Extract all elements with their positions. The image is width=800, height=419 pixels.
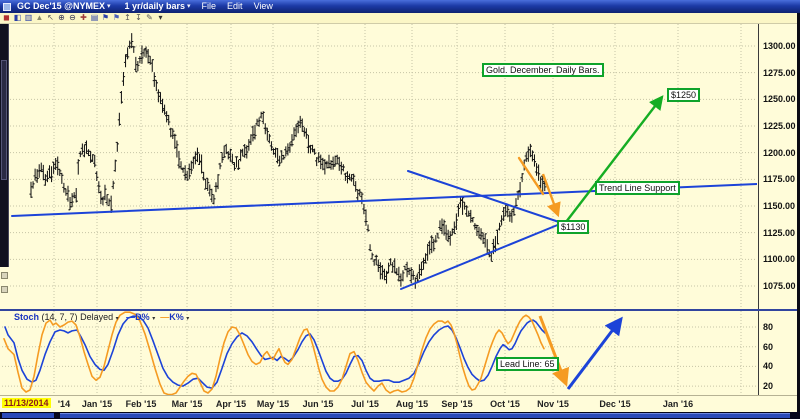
tool-dropdown-icon[interactable]: ▾ — [158, 13, 163, 22]
title-bar: GC Dec'15 @NYMEX ▾ 1 yr/daily bars ▾ Fil… — [0, 0, 800, 13]
bar-chart-icon[interactable]: ▥ — [24, 13, 33, 22]
d-line-legend[interactable]: D% — [135, 312, 150, 322]
stoch-axis-label: 80 — [763, 322, 774, 332]
price-chart-canvas — [10, 24, 757, 309]
collapse-icon[interactable]: ↧ — [135, 13, 142, 22]
triangle-support-line[interactable] — [400, 223, 561, 290]
price-axis-label: 1150.00 — [763, 201, 796, 211]
zoom-in-icon[interactable]: ⊕ — [58, 13, 65, 22]
stochastic-canvas — [2, 311, 757, 395]
k-line-legend[interactable]: K% — [169, 312, 184, 322]
window-right-border — [797, 13, 800, 412]
month-label: Nov '15 — [537, 399, 569, 409]
month-label: Jul '15 — [351, 399, 379, 409]
month-label: Aug '15 — [395, 399, 429, 409]
month-label: Oct '15 — [490, 399, 520, 409]
time-scrollbar[interactable] — [0, 412, 800, 419]
cursor-icon[interactable]: ↖ — [47, 13, 54, 22]
price-axis-label: 1250.00 — [763, 94, 796, 105]
lead-line-box[interactable]: Lead Line: 65 — [496, 357, 559, 371]
chart-type-icon[interactable]: ▤ — [90, 13, 99, 22]
stochastic-header: Stoch (14, 7, 7) Delayed ▾ —D% ▾ —K% ▾ — [14, 312, 189, 325]
price-scrollbar-thumb[interactable] — [1, 60, 7, 180]
month-label: Jun '15 — [302, 399, 334, 409]
window-icon[interactable]: ◧ — [13, 13, 22, 22]
month-label: Feb '15 — [125, 399, 157, 409]
price-target-box[interactable]: $1250 — [667, 88, 701, 102]
price-axis-label: 1075.00 — [763, 281, 796, 291]
main-price-chart[interactable]: Gold. December. Daily Bars. $1250 Trend … — [10, 24, 757, 309]
time-scrollbar-thumb[interactable] — [60, 413, 790, 418]
month-label: Dec '15 — [599, 399, 631, 409]
menu-edit[interactable]: Edit — [227, 1, 243, 11]
symbol-selector[interactable]: GC Dec'15 @NYMEX — [17, 1, 105, 11]
time-scrollbar-left-block[interactable] — [2, 413, 54, 418]
green-projection-arrow[interactable] — [565, 95, 664, 223]
breakdown-price-box[interactable]: $1130 — [557, 220, 590, 234]
price-axis-label: 1275.00 — [763, 67, 796, 78]
panel-separator[interactable] — [0, 309, 797, 311]
month-label: Sep '15 — [441, 399, 473, 409]
blue-up-projection-arrow[interactable] — [566, 316, 623, 390]
indicator-dropdown-icon[interactable]: ▾ — [115, 316, 119, 322]
price-axis-label: 1100.00 — [763, 254, 796, 265]
panel-collapse-button[interactable] — [1, 272, 8, 279]
indicator-mode: Delayed — [80, 312, 114, 322]
trendline-support-label[interactable]: Trend Line Support — [595, 181, 680, 195]
new-chart-icon[interactable]: ◼ — [3, 13, 10, 22]
symbol-dropdown-icon[interactable]: ▾ — [106, 3, 111, 10]
zoom-out-icon[interactable]: ⊖ — [69, 13, 76, 22]
price-axis-label: 1300.00 — [763, 41, 796, 51]
price-axis-label: 1125.00 — [763, 227, 796, 238]
d-line-swatch: — — [126, 312, 136, 322]
app-icon — [3, 2, 11, 11]
flag-end-icon[interactable]: ⚑ — [112, 13, 121, 22]
month-label: Apr '15 — [215, 399, 247, 409]
month-label: May '15 — [256, 399, 290, 409]
menu-file[interactable]: File — [201, 1, 217, 11]
stoch-axis-label: 40 — [763, 361, 774, 372]
price-axis-label: 1200.00 — [763, 147, 796, 158]
price-axis-label: 1175.00 — [763, 174, 796, 185]
k-line-dropdown-icon[interactable]: ▾ — [186, 316, 190, 322]
stoch-axis-label: 60 — [763, 341, 774, 352]
stoch-axis-label: 20 — [763, 381, 774, 392]
menu-view[interactable]: View — [253, 1, 273, 11]
panel-expand-button[interactable] — [1, 286, 8, 293]
flag-start-icon[interactable]: ⚑ — [101, 13, 110, 22]
orange-down-projection-arrow[interactable] — [538, 315, 570, 387]
orange-channel-line[interactable] — [517, 156, 545, 196]
cursor-date-badge[interactable]: 11/13/2014 — [2, 398, 51, 408]
price-axis: 1300.00 1275.00 1250.00 1225.00 1200.00 1175.… — [758, 24, 797, 309]
month-label: '14 — [57, 399, 71, 409]
price-axis-label: 1225.00 — [763, 121, 796, 131]
stochastic-axis: 80 60 40 20 — [758, 311, 797, 395]
crosshair-icon[interactable]: ✚ — [80, 13, 87, 22]
indicator-params: (14, 7, 7) — [41, 312, 78, 322]
timeframe-selector[interactable]: 1 yr/daily bars — [124, 1, 186, 11]
month-label: Jan '15 — [81, 399, 113, 409]
expand-icon[interactable]: ↥ — [124, 13, 131, 22]
drawing-toolbar: ◼ ◧ ▥ ▲ ↖ ⊕ ⊖ ✚ ▤ ⚑ ⚑ ↥ ↧ ✎ ▾ — [0, 13, 800, 24]
stochastic-panel[interactable]: Stoch (14, 7, 7) Delayed ▾ —D% ▾ —K% ▾ L… — [2, 311, 757, 395]
price-bars — [29, 33, 547, 289]
stoch-k-line — [3, 311, 545, 395]
indicator-name[interactable]: Stoch — [14, 312, 40, 322]
chart-note-box[interactable]: Gold. December. Daily Bars. — [482, 63, 604, 77]
orange-breakdown-arrow[interactable] — [541, 173, 561, 218]
price-scrollbar[interactable] — [0, 24, 9, 267]
d-line-dropdown-icon[interactable]: ▾ — [152, 316, 156, 322]
month-label: Mar '15 — [171, 399, 203, 409]
indicator-icon[interactable]: ▲ — [35, 13, 44, 22]
descending-resistance-line[interactable] — [407, 170, 560, 223]
date-axis: 11/13/2014 '14 Jan '15 Feb '15 Mar '15 Apr '… — [0, 395, 797, 412]
timeframe-dropdown-icon[interactable]: ▾ — [187, 3, 191, 10]
draw-icon[interactable]: ✎ — [146, 13, 153, 22]
k-line-swatch: — — [160, 312, 170, 322]
month-label: Jan '16 — [662, 399, 694, 409]
stoch-d-line — [4, 315, 546, 389]
